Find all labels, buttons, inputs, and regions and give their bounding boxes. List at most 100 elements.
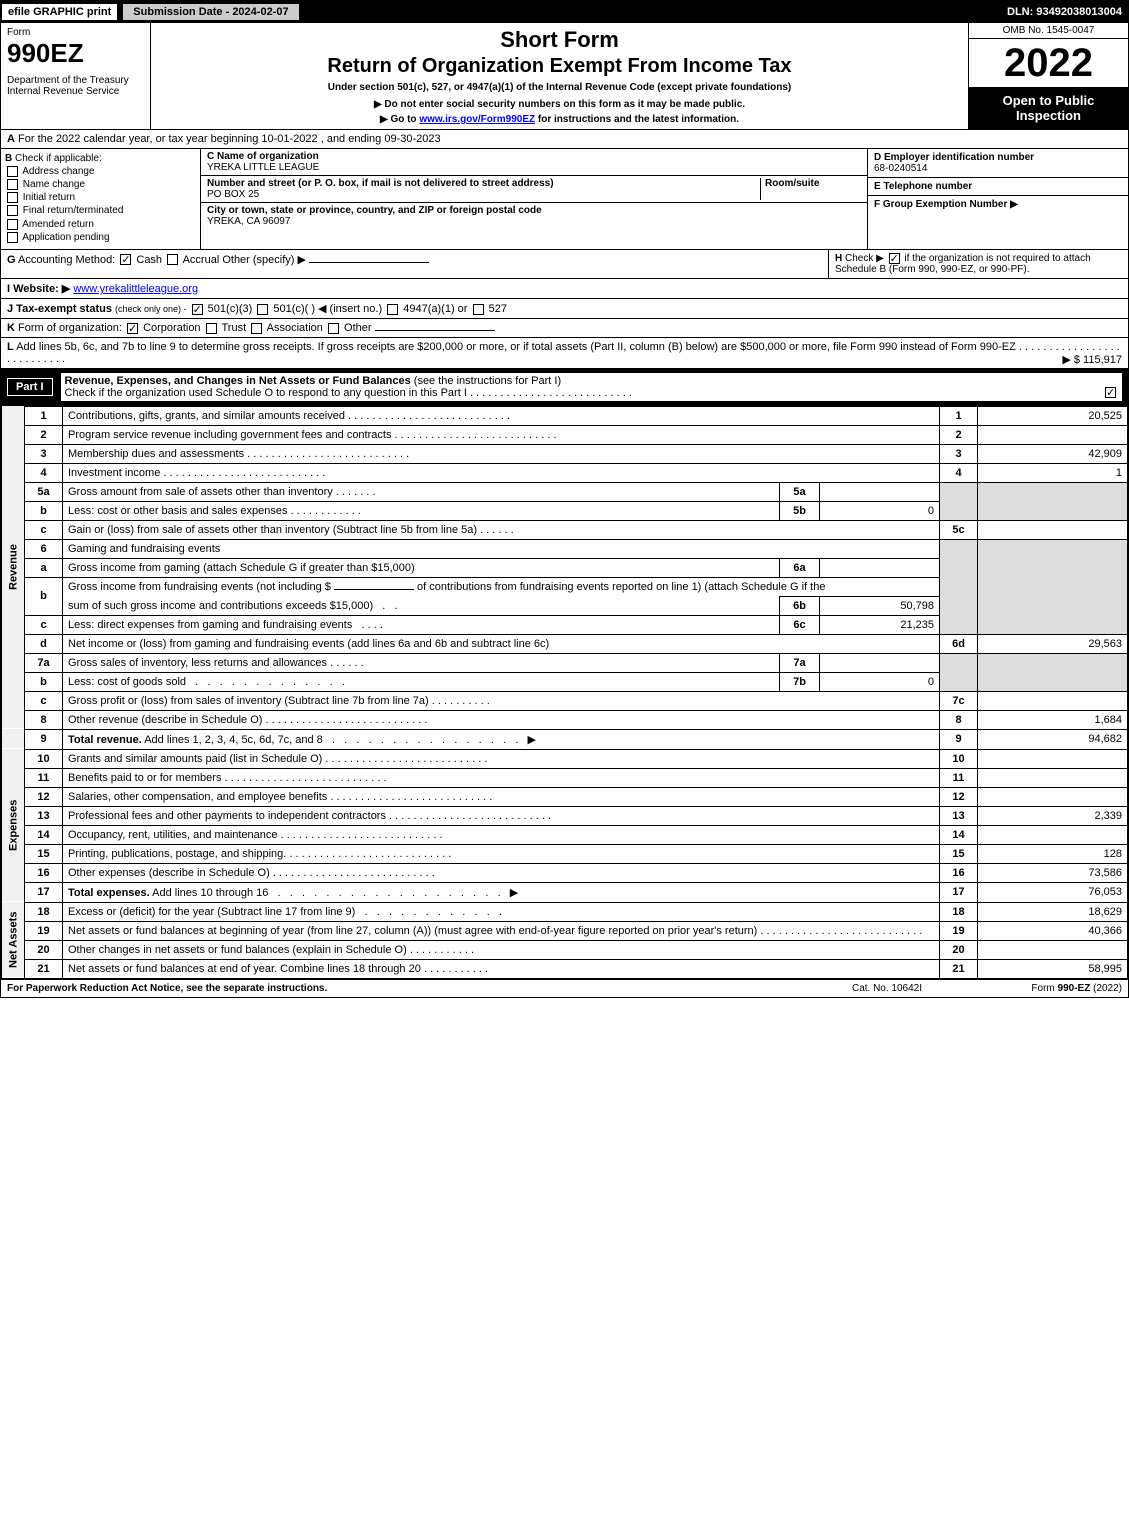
line-11-amount: [978, 768, 1128, 787]
line-17-amount: 76,053: [978, 882, 1128, 902]
d-label: D Employer identification number: [874, 152, 1034, 163]
check-name-change[interactable]: Name change: [5, 179, 196, 190]
omb-number: OMB No. 1545-0047: [969, 23, 1128, 39]
check-accrual[interactable]: [167, 254, 178, 265]
ein-value: 68-0240514: [874, 163, 927, 174]
other-org-input[interactable]: [375, 330, 495, 331]
check-501c[interactable]: [257, 304, 268, 315]
line-13-desc: Professional fees and other payments to …: [63, 806, 940, 825]
footer-right: Form 990-EZ (2022): [962, 983, 1122, 994]
part-1-desc: Revenue, Expenses, and Changes in Net As…: [61, 373, 1122, 401]
row-h: H Check ▶ if the organization is not req…: [828, 250, 1128, 278]
revenue-sidebar: Revenue: [2, 406, 25, 729]
line-2-desc: Program service revenue including govern…: [63, 425, 940, 444]
k-label: K: [7, 322, 15, 334]
check-527[interactable]: [473, 304, 484, 315]
line-10-amount: [978, 749, 1128, 768]
l-amount: ▶ $ 115,917: [1062, 353, 1122, 366]
line-5c-amount: [978, 520, 1128, 539]
row-g: G Accounting Method: Cash Accrual Other …: [1, 250, 828, 278]
header-row: Form 990EZ Department of the Treasury In…: [1, 23, 1128, 130]
line-9-desc: Total revenue. Add lines 1, 2, 3, 4, 5c,…: [63, 729, 940, 749]
line-6b-blank[interactable]: [334, 589, 414, 590]
line-7b-subval: 0: [820, 672, 940, 691]
line-6a-desc: Gross income from gaming (attach Schedul…: [63, 558, 780, 577]
b-header: Check if applicable:: [15, 153, 102, 164]
line-6-desc: Gaming and fundraising events: [63, 539, 940, 558]
check-schedule-o-part1[interactable]: [1105, 387, 1116, 398]
expenses-sidebar: Expenses: [2, 749, 25, 902]
check-application-pending[interactable]: Application pending: [5, 232, 196, 243]
line-3-amount: 42,909: [978, 444, 1128, 463]
form-label: Form: [7, 27, 144, 38]
line-15-desc: Printing, publications, postage, and shi…: [63, 844, 940, 863]
line-5a-desc: Gross amount from sale of assets other t…: [63, 482, 780, 501]
department-label: Department of the Treasury Internal Reve…: [7, 75, 144, 97]
line-19-desc: Net assets or fund balances at beginning…: [63, 921, 940, 940]
line-6c-desc: Less: direct expenses from gaming and fu…: [63, 615, 780, 634]
line-8-amount: 1,684: [978, 710, 1128, 729]
check-final-return[interactable]: Final return/terminated: [5, 205, 196, 216]
column-def: D Employer identification number 68-0240…: [868, 149, 1128, 249]
footer-row: For Paperwork Reduction Act Notice, see …: [1, 979, 1128, 997]
line-16-desc: Other expenses (describe in Schedule O): [63, 863, 940, 882]
form-note-2: ▶ Go to www.irs.gov/Form990EZ for instru…: [157, 114, 962, 125]
line-12-amount: [978, 787, 1128, 806]
form-title-2: Return of Organization Exempt From Incom…: [157, 55, 962, 78]
efile-label: efile GRAPHIC print: [1, 3, 118, 21]
line-12-desc: Salaries, other compensation, and employ…: [63, 787, 940, 806]
line-6c-subval: 21,235: [820, 615, 940, 634]
lines-table: Revenue 1 Contributions, gifts, grants, …: [1, 406, 1128, 979]
line-2-amount: [978, 425, 1128, 444]
line-7c-desc: Gross profit or (loss) from sales of inv…: [63, 691, 940, 710]
column-c: C Name of organization YREKA LITTLE LEAG…: [201, 149, 868, 249]
check-association[interactable]: [251, 323, 262, 334]
check-address-change[interactable]: Address change: [5, 166, 196, 177]
g-label: G: [7, 254, 16, 266]
row-a-text: For the 2022 calendar year, or tax year …: [18, 133, 441, 145]
netassets-sidebar: Net Assets: [2, 902, 25, 978]
line-6a-subval: [820, 558, 940, 577]
check-trust[interactable]: [206, 323, 217, 334]
check-corporation[interactable]: [127, 323, 138, 334]
website-link[interactable]: www.yrekalittleleague.org: [73, 283, 198, 295]
check-other-org[interactable]: [328, 323, 339, 334]
line-15-amount: 128: [978, 844, 1128, 863]
row-k: K Form of organization: Corporation Trus…: [1, 319, 1128, 338]
column-b: B Check if applicable: Address change Na…: [1, 149, 201, 249]
line-6d-amount: 29,563: [978, 634, 1128, 653]
line-19-amount: 40,366: [978, 921, 1128, 940]
form-subtitle: Under section 501(c), 527, or 4947(a)(1)…: [157, 82, 962, 93]
row-i: I Website: ▶ www.yrekalittleleague.org: [1, 279, 1128, 299]
line-1-amount: 20,525: [978, 406, 1128, 425]
check-amended-return[interactable]: Amended return: [5, 219, 196, 230]
c-city-label: City or town, state or province, country…: [207, 205, 542, 216]
line-8-desc: Other revenue (describe in Schedule O): [63, 710, 940, 729]
line-20-amount: [978, 940, 1128, 959]
other-specify-input[interactable]: [309, 262, 429, 263]
j-label: J Tax-exempt status: [7, 303, 112, 315]
line-7b-desc: Less: cost of goods sold . . . . . . . .…: [63, 672, 780, 691]
section-bcdef: B Check if applicable: Address change Na…: [1, 149, 1128, 250]
check-initial-return[interactable]: Initial return: [5, 192, 196, 203]
row-j: J Tax-exempt status (check only one) - 5…: [1, 299, 1128, 319]
line-5b-subval: 0: [820, 501, 940, 520]
c-addr-label: Number and street (or P. O. box, if mail…: [207, 178, 554, 189]
check-cash[interactable]: [120, 254, 131, 265]
line-1-desc: Contributions, gifts, grants, and simila…: [63, 406, 940, 425]
l-text: Add lines 5b, 6c, and 7b to line 9 to de…: [16, 341, 1016, 353]
room-label: Room/suite: [765, 178, 819, 189]
line-18-amount: 18,629: [978, 902, 1128, 921]
g-text: Accounting Method:: [18, 254, 115, 266]
footer-left: For Paperwork Reduction Act Notice, see …: [7, 983, 812, 994]
line-9-amount: 94,682: [978, 729, 1128, 749]
check-schedule-b[interactable]: [889, 253, 900, 264]
form-note-1: ▶ Do not enter social security numbers o…: [157, 99, 962, 110]
irs-link[interactable]: www.irs.gov/Form990EZ: [419, 114, 535, 125]
check-501c3[interactable]: [192, 304, 203, 315]
row-l: L Add lines 5b, 6c, and 7b to line 9 to …: [1, 338, 1128, 369]
line-5c-desc: Gain or (loss) from sale of assets other…: [63, 520, 940, 539]
line-17-desc: Total expenses. Add lines 10 through 16 …: [63, 882, 940, 902]
check-4947[interactable]: [387, 304, 398, 315]
org-city: YREKA, CA 96097: [207, 216, 290, 227]
